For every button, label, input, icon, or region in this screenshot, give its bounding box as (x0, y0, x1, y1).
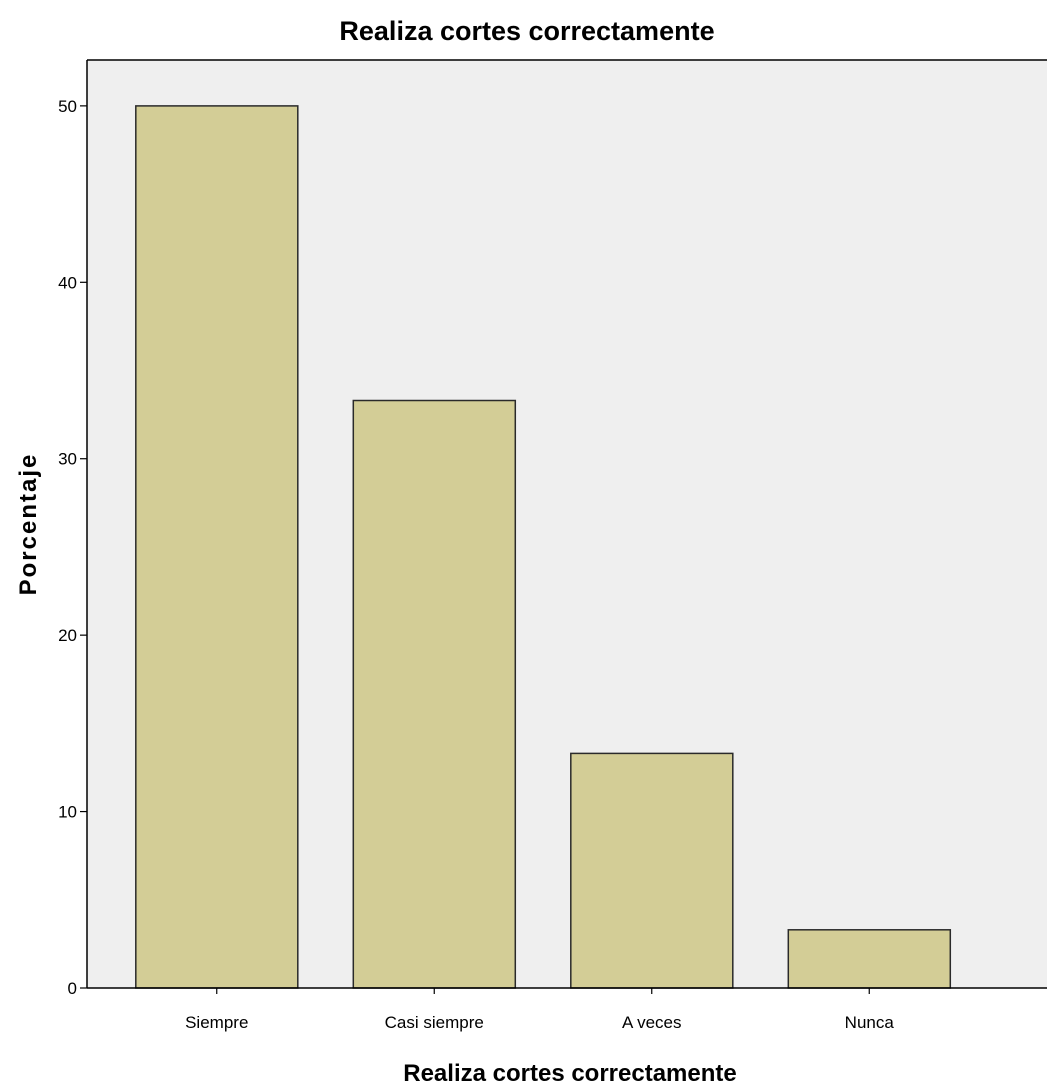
x-tick-label: Nunca (845, 1013, 895, 1032)
y-tick-label: 20 (58, 626, 77, 645)
y-tick-label: 40 (58, 273, 77, 292)
x-axis-ticks: Siempre Casi siempre A veces Nunca (185, 988, 894, 1032)
x-tick-label: Casi siempre (385, 1013, 484, 1032)
y-tick-label: 0 (68, 979, 77, 998)
bar-casi-siempre (352, 399, 517, 989)
y-axis-ticks: 0 10 20 30 40 50 (58, 97, 87, 998)
x-tick-label: Siempre (185, 1013, 248, 1032)
y-tick-label: 50 (58, 97, 77, 116)
bars-group (135, 105, 952, 989)
y-tick-label: 10 (58, 803, 77, 822)
x-axis-title: Realiza cortes correctamente (403, 1060, 737, 1087)
bar-a-veces (570, 752, 734, 989)
x-tick-label: A veces (622, 1013, 682, 1032)
bar-nunca (787, 929, 952, 989)
bar-siempre (135, 105, 299, 989)
y-axis-title: Porcentaje (15, 453, 42, 596)
chart-title: Realiza cortes correctamente (339, 16, 714, 46)
y-tick-label: 30 (58, 450, 77, 469)
